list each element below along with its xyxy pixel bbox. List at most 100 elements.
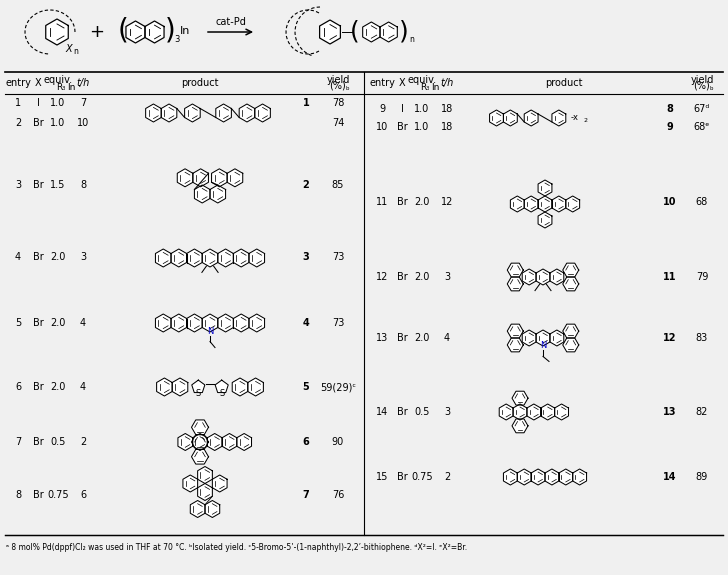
Text: R: R xyxy=(420,82,427,91)
Text: 76: 76 xyxy=(332,490,344,500)
Polygon shape xyxy=(499,404,513,420)
Text: Br: Br xyxy=(33,437,44,447)
Polygon shape xyxy=(178,434,193,450)
Text: 9: 9 xyxy=(379,104,385,114)
Text: 73: 73 xyxy=(332,318,344,328)
Polygon shape xyxy=(249,249,264,267)
Polygon shape xyxy=(171,314,186,332)
Polygon shape xyxy=(215,380,229,393)
Polygon shape xyxy=(191,420,208,435)
Polygon shape xyxy=(522,330,536,346)
Polygon shape xyxy=(566,196,579,212)
Text: 10: 10 xyxy=(376,122,388,132)
Text: 4: 4 xyxy=(15,252,21,262)
Text: equiv.: equiv. xyxy=(44,75,73,85)
Polygon shape xyxy=(249,314,264,332)
Text: X: X xyxy=(399,78,405,88)
Polygon shape xyxy=(191,435,208,449)
Text: 8: 8 xyxy=(80,180,86,190)
Polygon shape xyxy=(156,249,171,267)
Text: 14: 14 xyxy=(376,407,388,417)
Text: Br: Br xyxy=(33,180,44,190)
Text: Br: Br xyxy=(33,118,44,128)
Text: 3: 3 xyxy=(444,407,450,417)
Polygon shape xyxy=(193,169,208,187)
Polygon shape xyxy=(512,391,528,405)
Polygon shape xyxy=(518,469,531,485)
Polygon shape xyxy=(212,169,227,187)
Text: Br: Br xyxy=(397,472,408,482)
Polygon shape xyxy=(363,22,380,42)
Text: 3: 3 xyxy=(426,86,430,91)
Polygon shape xyxy=(531,469,545,485)
Text: N: N xyxy=(207,327,213,336)
Text: 6: 6 xyxy=(80,490,86,500)
Text: N: N xyxy=(540,341,546,350)
Text: 3: 3 xyxy=(62,86,66,91)
Polygon shape xyxy=(210,185,226,203)
Polygon shape xyxy=(218,249,234,267)
Text: t/h: t/h xyxy=(440,78,454,88)
Polygon shape xyxy=(197,484,213,500)
Text: 7: 7 xyxy=(15,437,21,447)
Text: 2: 2 xyxy=(303,180,309,190)
Polygon shape xyxy=(227,169,242,187)
Text: 2.0: 2.0 xyxy=(414,197,430,207)
Polygon shape xyxy=(320,20,341,44)
Text: yield: yield xyxy=(690,75,713,85)
Text: 8: 8 xyxy=(15,490,21,500)
Polygon shape xyxy=(522,269,536,285)
Text: 3: 3 xyxy=(15,180,21,190)
Text: 2: 2 xyxy=(80,437,86,447)
Text: 6: 6 xyxy=(303,437,309,447)
Text: Br: Br xyxy=(397,333,408,343)
Text: 6: 6 xyxy=(15,382,21,392)
Text: 8: 8 xyxy=(667,104,673,114)
Text: 3: 3 xyxy=(303,252,309,262)
Polygon shape xyxy=(559,469,573,485)
Text: X: X xyxy=(66,44,72,54)
Text: 1.5: 1.5 xyxy=(50,180,66,190)
Text: S: S xyxy=(219,389,224,398)
Text: 4: 4 xyxy=(303,318,309,328)
Text: (%): (%) xyxy=(330,81,347,91)
Text: 90: 90 xyxy=(332,437,344,447)
Text: product: product xyxy=(181,78,218,88)
Polygon shape xyxy=(541,404,555,420)
Text: entry: entry xyxy=(5,78,31,88)
Polygon shape xyxy=(213,475,227,492)
Text: 1: 1 xyxy=(15,98,21,108)
Text: b: b xyxy=(709,86,713,91)
Text: 12: 12 xyxy=(376,272,388,282)
Text: Br: Br xyxy=(397,407,408,417)
Text: 3: 3 xyxy=(444,272,450,282)
Polygon shape xyxy=(194,185,210,203)
Polygon shape xyxy=(191,380,205,393)
Polygon shape xyxy=(234,249,249,267)
Polygon shape xyxy=(563,263,579,277)
Polygon shape xyxy=(545,469,559,485)
Text: 10: 10 xyxy=(77,118,89,128)
Text: 14: 14 xyxy=(663,472,677,482)
Polygon shape xyxy=(504,469,518,485)
Text: entry: entry xyxy=(369,78,395,88)
Polygon shape xyxy=(202,249,218,267)
Polygon shape xyxy=(563,277,579,291)
Text: 3: 3 xyxy=(80,252,86,262)
Text: 82: 82 xyxy=(696,407,708,417)
Text: ): ) xyxy=(399,19,409,43)
Polygon shape xyxy=(504,110,518,126)
Text: 15: 15 xyxy=(376,472,388,482)
Polygon shape xyxy=(513,404,527,420)
Polygon shape xyxy=(234,314,249,332)
Text: I: I xyxy=(36,98,39,108)
Polygon shape xyxy=(215,104,232,122)
Text: 0.5: 0.5 xyxy=(50,437,66,447)
Text: Br: Br xyxy=(397,122,408,132)
Text: equiv.: equiv. xyxy=(408,75,437,85)
Text: 0.75: 0.75 xyxy=(47,490,69,500)
Polygon shape xyxy=(126,21,145,43)
Polygon shape xyxy=(536,269,550,285)
Text: 1.0: 1.0 xyxy=(50,118,66,128)
Polygon shape xyxy=(177,169,193,187)
